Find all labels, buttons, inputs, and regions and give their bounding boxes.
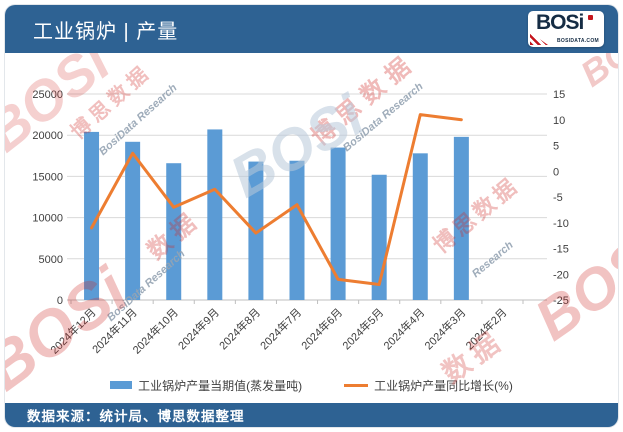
right-axis-tick-label: 10 — [553, 115, 565, 127]
bar — [330, 147, 346, 300]
left-axis-tick-label: 25000 — [32, 89, 63, 101]
legend-bar-swatch — [110, 381, 133, 389]
chart-area: BOSi 博思数据 BosiData Research 博思数据 BosiData Re… — [5, 53, 618, 403]
x-axis-label: 2024年9月 — [175, 305, 222, 352]
logo-wordmark: BOSi — [536, 11, 584, 34]
footer-bar: 数据来源：统计局、博思数据整理 — [5, 403, 618, 427]
x-axis-label: 2024年5月 — [339, 305, 386, 352]
bosi-logo: BOSi BOSIDATA.COM — [528, 11, 604, 47]
data-source-text: 数据来源：统计局、博思数据整理 — [27, 409, 245, 424]
right-axis-tick-label: 0 — [553, 166, 559, 178]
right-axis-tick-label: 15 — [553, 89, 565, 101]
x-axis-label: 2024年8月 — [216, 305, 263, 352]
logo-domain: BOSIDATA.COM — [556, 38, 599, 44]
legend-line-swatch — [344, 383, 369, 387]
left-axis-tick-label: 0 — [57, 295, 63, 307]
bar — [412, 153, 428, 300]
bar — [248, 161, 264, 300]
legend-item: 工业锅炉产量同比增长(%) — [344, 377, 513, 394]
right-axis-tick-label: -5 — [553, 192, 563, 204]
right-axis-tick-label: -25 — [553, 295, 569, 307]
chart-canvas: 0 5000 10000 15000 20000 25000 -25 -20 -15 -10 -5 0… — [32, 89, 569, 357]
left-axis-tick-label: 20000 — [32, 130, 63, 142]
right-axis-tick-label: 5 — [553, 141, 559, 153]
x-axis-label: 2024年6月 — [298, 305, 345, 352]
bar — [453, 136, 469, 300]
logo-dot-icon — [588, 15, 593, 20]
right-axis-tick-label: -15 — [553, 244, 569, 256]
bar — [125, 141, 141, 300]
x-axis-label: 2024年2月 — [462, 305, 509, 352]
left-axis-tick-label: 5000 — [39, 254, 63, 266]
right-axis-tick-label: -10 — [553, 218, 569, 230]
legend-label: 工业锅炉产量同比增长(%) — [374, 378, 513, 393]
right-axis-tick-label: -20 — [553, 269, 569, 281]
page-title: 工业锅炉 | 产量 — [33, 20, 179, 43]
x-axis-label: 2024年4月 — [380, 305, 427, 352]
bar — [84, 131, 100, 300]
bar — [289, 160, 305, 300]
left-axis-tick-label: 15000 — [32, 171, 63, 183]
infographic-card: 工业锅炉 | 产量 BOSi BOSIDATA.COM BOSi 博思数据 Bosi… — [5, 5, 618, 427]
bar — [166, 163, 182, 300]
chart-legend: 工业锅炉产量当期值(蒸发量吨) 工业锅炉产量同比增长(%) — [5, 373, 618, 397]
legend-label: 工业锅炉产量当期值(蒸发量吨) — [138, 378, 303, 393]
header-bar: 工业锅炉 | 产量 BOSi BOSIDATA.COM — [5, 5, 618, 53]
bar — [207, 129, 223, 300]
legend-item: 工业锅炉产量当期值(蒸发量吨) — [110, 377, 302, 394]
left-axis-tick-label: 10000 — [32, 213, 63, 225]
x-axis-label: 2024年3月 — [421, 305, 468, 352]
trend-line — [90, 113, 463, 287]
x-axis-label: 2024年7月 — [257, 305, 304, 352]
